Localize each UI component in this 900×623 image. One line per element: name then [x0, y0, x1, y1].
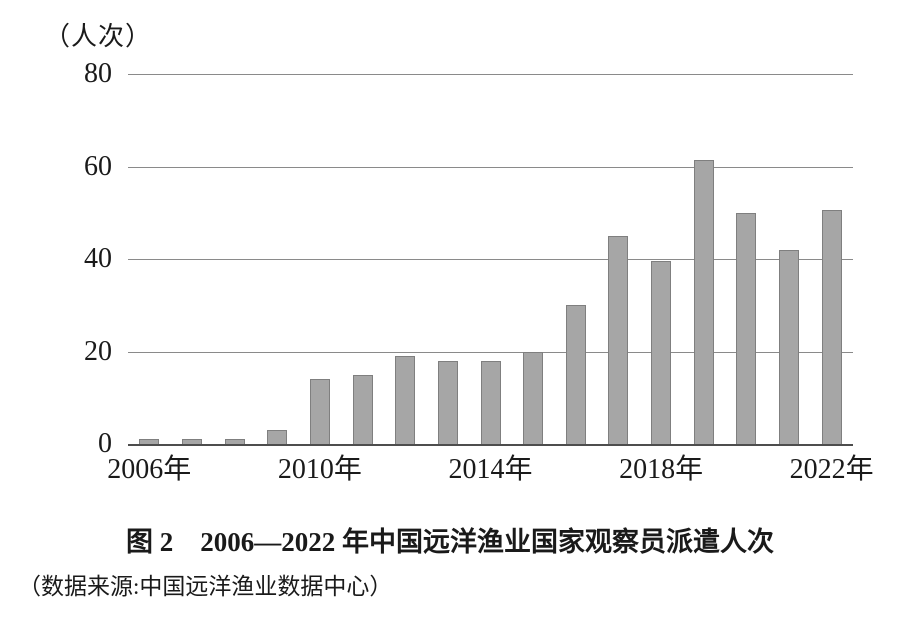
- y-tick-label: 20: [84, 335, 112, 367]
- x-tick-label: 2006年: [107, 454, 192, 485]
- bar: [181, 439, 202, 444]
- bar: [821, 210, 842, 444]
- bar: [437, 360, 458, 444]
- bar: [736, 212, 757, 444]
- bar: [693, 159, 714, 444]
- y-tick-label: 80: [84, 58, 112, 89]
- x-tick-label: 2018年: [619, 454, 704, 485]
- bar: [480, 360, 501, 444]
- x-tick-label: 2014年: [448, 454, 533, 485]
- gridline: [128, 74, 853, 75]
- y-tick-label: 0: [98, 428, 112, 459]
- figure-caption: 图 2 2006—2022 年中国远洋渔业国家观察员派遣人次: [126, 527, 774, 557]
- y-tick-label: 60: [84, 150, 112, 182]
- bar: [139, 439, 160, 444]
- plot-area: [128, 74, 853, 446]
- bar: [352, 374, 373, 444]
- gridline: [128, 351, 853, 353]
- y-axis-unit-label: （人次）: [44, 22, 153, 51]
- data-source: （数据来源:中国远洋渔业数据中心）: [18, 574, 393, 599]
- bar: [309, 379, 330, 444]
- x-tick-label: 2010年: [277, 454, 362, 485]
- bar: [779, 249, 800, 444]
- gridline: [128, 259, 853, 260]
- x-tick-label: 2022年: [789, 454, 874, 485]
- bar: [224, 439, 245, 444]
- bar: [565, 305, 586, 444]
- y-tick-label: 40: [84, 243, 112, 274]
- bar: [523, 351, 544, 444]
- bar: [651, 261, 672, 444]
- bar: [395, 356, 416, 444]
- bar: [267, 430, 288, 444]
- gridline: [128, 166, 853, 168]
- bar: [608, 235, 629, 444]
